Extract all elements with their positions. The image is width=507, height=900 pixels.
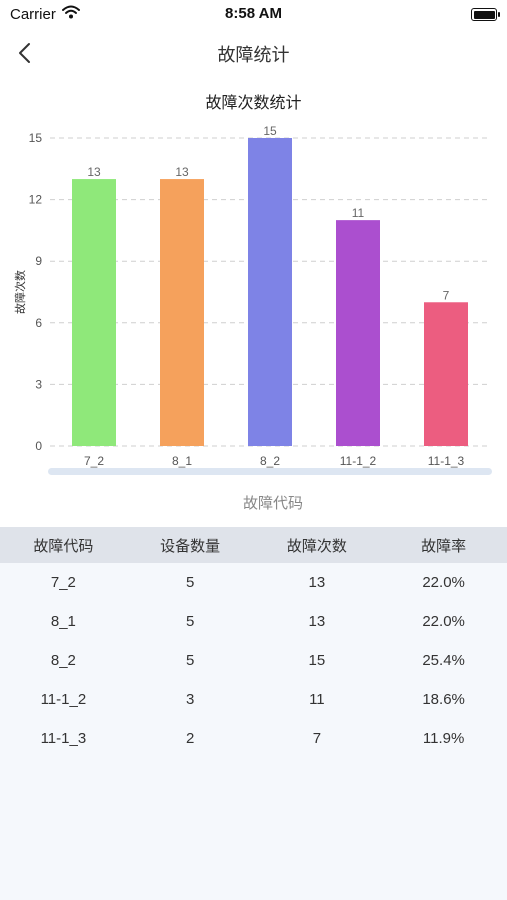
y-tick-label: 6 (35, 316, 42, 330)
cell-fault-count: 15 (308, 652, 326, 669)
table-row: 11-1_3 2 7 11.9% (0, 719, 507, 758)
cell-device-count: 3 (185, 691, 195, 708)
cell-device-count: 5 (185, 574, 195, 591)
cell-fault-count: 13 (308, 613, 326, 630)
status-bar: Carrier 8:58 AM (0, 0, 507, 28)
x-tick-label: 11-1_3 (428, 454, 465, 468)
table-row: 8_1 5 13 22.0% (0, 602, 507, 641)
cell-fault-count: 11 (309, 691, 325, 708)
x-tick-label: 8_1 (172, 454, 192, 468)
bar-7_2 (72, 179, 116, 447)
carrier-label: Carrier (10, 6, 56, 23)
bar-8_2 (248, 138, 292, 446)
header-device-count: 设备数量 (160, 537, 221, 555)
fault-table: 故障代码 设备数量 故障次数 故障率 7_2 5 13 22.0% 8_1 5 … (0, 527, 507, 900)
battery-icon (471, 8, 500, 21)
bar-11-1_2 (336, 220, 380, 446)
cell-fault-rate: 22.0% (422, 574, 465, 591)
data-label: 15 (263, 124, 277, 138)
cell-fault-code: 11-1_3 (40, 730, 87, 747)
table-header: 故障代码 设备数量 故障次数 故障率 (0, 527, 507, 563)
cell-fault-rate: 18.6% (422, 691, 465, 708)
bar-11-1_3 (424, 302, 468, 446)
cell-fault-rate: 11.9% (422, 730, 465, 747)
header-fault-count: 故障次数 (286, 537, 347, 555)
cell-fault-code: 7_2 (50, 574, 76, 591)
cell-fault-count: 13 (308, 574, 326, 591)
page-title: 故障统计 (217, 45, 290, 65)
back-button[interactable] (10, 36, 42, 70)
data-label: 13 (87, 165, 101, 179)
table-row: 7_2 5 13 22.0% (0, 563, 507, 602)
cell-fault-rate: 22.0% (422, 613, 465, 630)
cell-fault-rate: 25.4% (422, 652, 465, 669)
y-tick-label: 15 (29, 131, 43, 145)
cell-device-count: 5 (185, 652, 195, 669)
chart-title: 故障次数统计 (205, 95, 302, 112)
y-tick-label: 9 (35, 254, 42, 268)
data-label: 13 (175, 165, 189, 179)
chart-scrollbar (48, 468, 492, 475)
data-label: 11 (352, 206, 365, 220)
y-axis-label: 故障次数 (13, 270, 27, 314)
cell-fault-code: 11-1_2 (40, 691, 87, 708)
x-axis-label: 故障代码 (243, 494, 303, 512)
bar-8_1 (160, 179, 204, 447)
cell-fault-code: 8_1 (50, 613, 76, 630)
x-tick-label: 8_2 (260, 454, 280, 468)
y-tick-label: 3 (35, 377, 42, 391)
table-row: 8_2 5 15 25.4% (0, 641, 507, 680)
y-tick-label: 12 (29, 193, 43, 207)
x-tick-label: 11-1_2 (340, 454, 377, 468)
table-row: 11-1_2 3 11 18.6% (0, 680, 507, 719)
cell-fault-code: 8_2 (50, 652, 76, 669)
status-time: 8:58 AM (225, 5, 282, 22)
cell-device-count: 5 (185, 613, 195, 630)
cell-device-count: 2 (185, 730, 195, 747)
header-fault-code: 故障代码 (33, 537, 94, 555)
navigation-bar: 故障统计 (0, 28, 507, 78)
bar-chart: 0 3 6 9 12 15 故障次数 13 7_2 13 8_1 15 8_2 11 11-1_2 7 11-1… (13, 124, 492, 512)
chevron-left-icon (19, 43, 30, 63)
y-tick-label: 0 (35, 439, 42, 453)
wifi-icon (62, 5, 80, 24)
data-label: 7 (443, 288, 450, 302)
x-tick-label: 7_2 (84, 454, 104, 468)
cell-fault-count: 7 (312, 730, 322, 747)
header-fault-rate: 故障率 (421, 537, 467, 555)
